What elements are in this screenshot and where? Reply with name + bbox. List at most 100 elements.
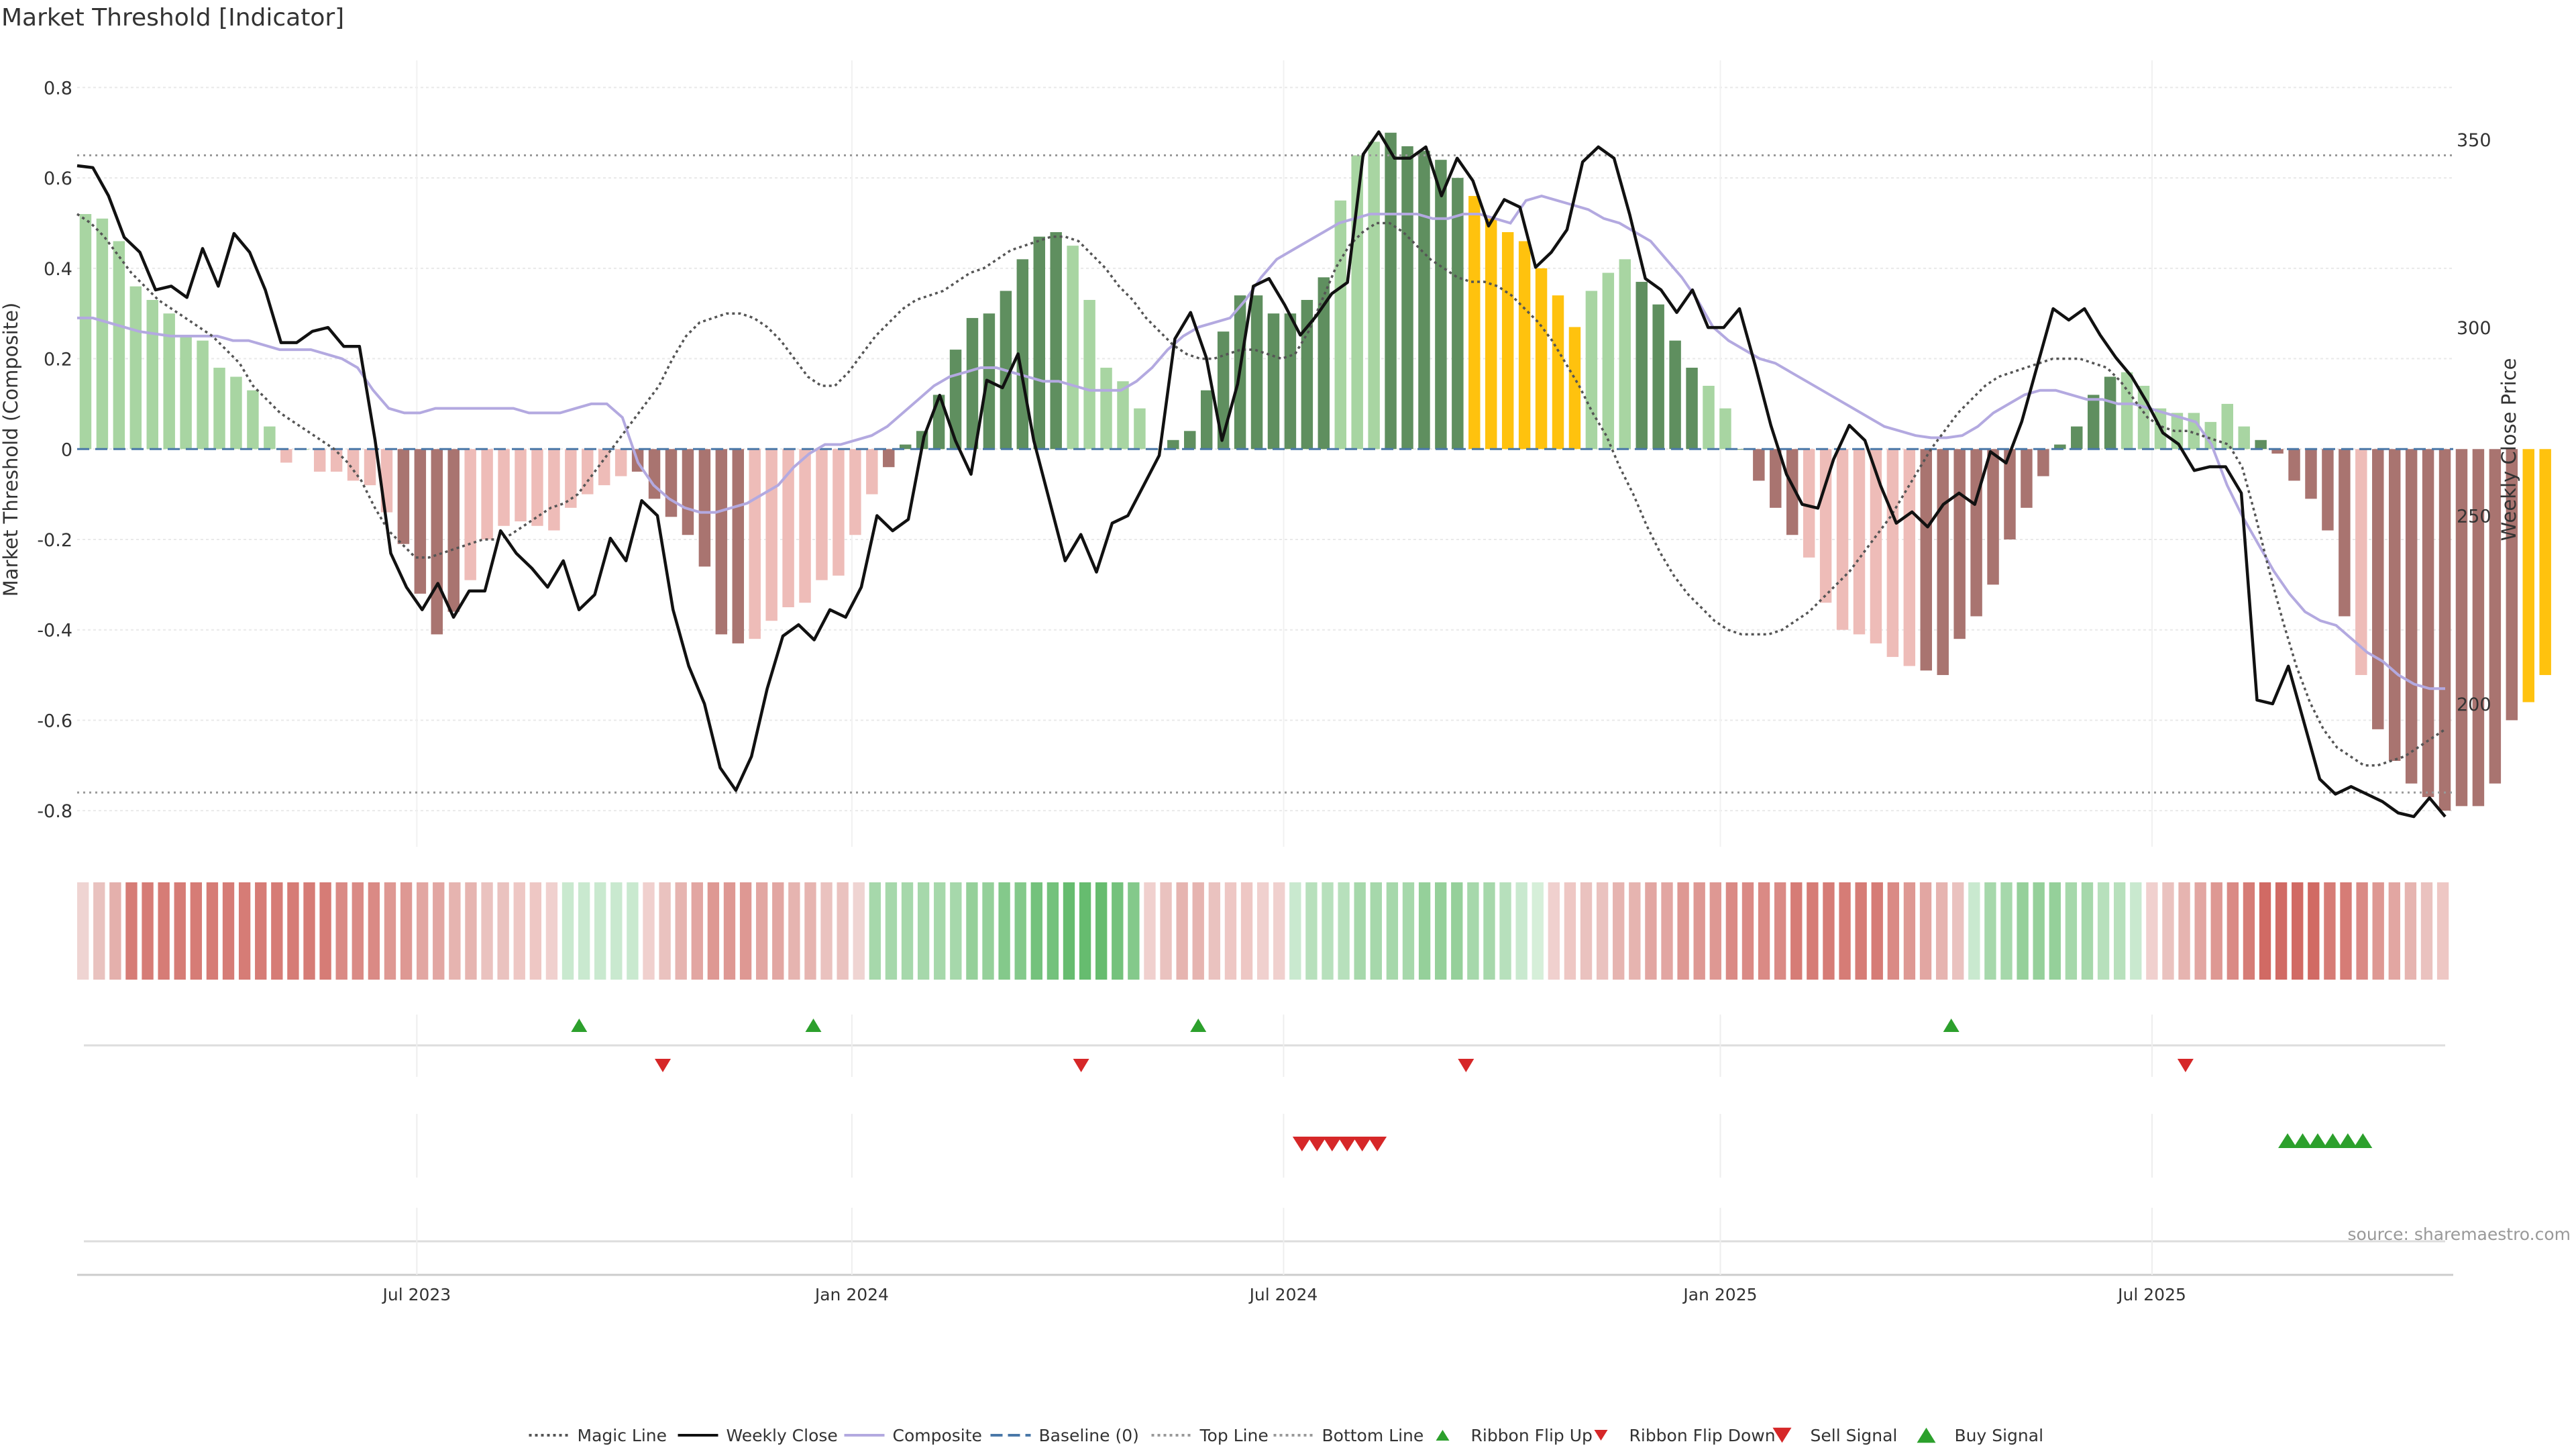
legend-label: Top Line — [1199, 1426, 1269, 1445]
y-axis-label-right: Weekly Close Price — [2498, 358, 2520, 541]
ribbon-cell — [982, 882, 994, 980]
ribbon-cell — [772, 882, 784, 980]
composite-bar — [715, 449, 728, 635]
composite-bar — [146, 299, 158, 450]
ribbon-cell — [125, 882, 138, 980]
composite-bar — [1803, 449, 1815, 558]
ribbon-flip-down-marker — [655, 1059, 672, 1072]
composite-bar — [1284, 313, 1297, 450]
composite-bar — [2271, 449, 2284, 454]
ribbon-cell — [901, 882, 914, 980]
composite-bar — [1703, 385, 1715, 450]
legend-item: Magic Line — [529, 1426, 667, 1445]
composite-bar — [1903, 449, 1916, 666]
ribbon-cell — [1063, 882, 1075, 980]
ribbon-cell — [384, 882, 396, 980]
composite-bar — [2104, 376, 2116, 450]
composite-bar — [1669, 340, 1681, 450]
composite-bar — [2188, 413, 2200, 450]
legend-item: Composite — [844, 1426, 982, 1445]
composite-bar — [2054, 444, 2066, 450]
ribbon-cell — [2017, 882, 2029, 980]
ribbon-cell — [2340, 882, 2352, 980]
composite-line — [77, 195, 2445, 690]
ribbon-cell — [1467, 882, 1479, 980]
composite-bar — [197, 340, 209, 450]
composite-bar — [1652, 304, 1664, 450]
composite-bar — [1435, 160, 1447, 450]
y-tick-label-left: 0.6 — [44, 168, 72, 189]
composite-bar — [1753, 449, 1765, 481]
chart-title: Market Threshold [Indicator] — [1, 4, 344, 32]
ribbon-cell — [1273, 882, 1285, 980]
ribbon-cell — [1855, 882, 1867, 980]
composite-bar — [565, 449, 577, 508]
ribbon-cell — [659, 882, 671, 980]
composite-bar — [230, 376, 242, 450]
composite-bar — [2355, 449, 2367, 676]
ribbon-cell — [2033, 882, 2045, 980]
ribbon-cell — [1402, 882, 1415, 980]
composite-bar — [749, 449, 761, 639]
y-tick-label-left: -0.2 — [37, 530, 72, 551]
ribbon-cell — [1208, 882, 1221, 980]
sell-signal-marker — [1322, 1137, 1342, 1151]
composite-bar — [732, 449, 745, 643]
ribbon-cell — [1499, 882, 1511, 980]
ribbon-cell — [820, 882, 833, 980]
sell-signal-marker — [1352, 1137, 1372, 1151]
ribbon-cell — [93, 882, 105, 980]
composite-bar — [849, 449, 861, 535]
left-axis: -0.8 -0.6 -0.4 -0.2 0 0.2 0.4 0.6 0.8 — [37, 78, 72, 822]
composite-bar — [1535, 268, 1548, 450]
composite-bar — [782, 449, 794, 608]
y-tick-label-right: 250 — [2457, 507, 2491, 527]
composite-bar — [1786, 449, 1799, 535]
composite-bar — [2221, 403, 2233, 450]
composite-bar — [1819, 449, 1832, 603]
right-axis: 200 250 300 350 — [2457, 130, 2491, 715]
ribbon-cell — [1968, 882, 1980, 980]
x-tick-label: Jan 2024 — [814, 1285, 889, 1304]
y-tick-label-left: 0.4 — [44, 259, 72, 280]
legend-label: Bottom Line — [1322, 1426, 1424, 1445]
buy-signal-marker — [2323, 1133, 2343, 1148]
ribbon-cell — [238, 882, 251, 980]
ribbon-cell — [1160, 882, 1172, 980]
ribbon-cell — [1144, 882, 1156, 980]
composite-bar — [866, 449, 878, 495]
ribbon-cell — [1580, 882, 1593, 980]
ribbon-cell — [433, 882, 445, 980]
ribbon-cell — [1613, 882, 1625, 980]
legend-label: Baseline (0) — [1039, 1426, 1139, 1445]
composite-bar — [2087, 395, 2100, 450]
x-tick-label: Jan 2025 — [1682, 1285, 1757, 1304]
y-tick-label-left: -0.8 — [37, 801, 72, 822]
composite-bar — [1485, 218, 1497, 450]
composite-bar — [2472, 449, 2485, 807]
composite-bar — [1184, 431, 1196, 450]
ribbon-cell — [691, 882, 703, 980]
composite-bar — [264, 426, 276, 450]
composite-bar — [665, 449, 678, 517]
magic-line — [76, 213, 2446, 767]
legend-item: Buy Signal — [1917, 1426, 2043, 1445]
ribbon-cell — [2081, 882, 2094, 980]
composite-bar — [1987, 449, 1999, 585]
ribbon-cell — [804, 882, 816, 980]
ribbon-cell — [837, 882, 849, 980]
ribbon-cell — [966, 882, 978, 980]
buy-signal-marker — [2308, 1133, 2327, 1148]
legend: Magic Line Weekly Close Composite Baseline … — [529, 1426, 2043, 1445]
composite-bar — [1552, 295, 1564, 450]
ribbon-cell — [998, 882, 1010, 980]
composite-bar — [1970, 449, 1982, 617]
ribbon-cell — [417, 882, 429, 980]
sell-signal-marker — [1338, 1137, 1357, 1151]
ribbon-cell — [1596, 882, 1609, 980]
ribbon-cell — [675, 882, 687, 980]
ribbon-cell — [594, 882, 606, 980]
ribbon-cell — [2194, 882, 2206, 980]
composite-bar — [1736, 449, 1748, 450]
ribbon-cell — [1629, 882, 1641, 980]
